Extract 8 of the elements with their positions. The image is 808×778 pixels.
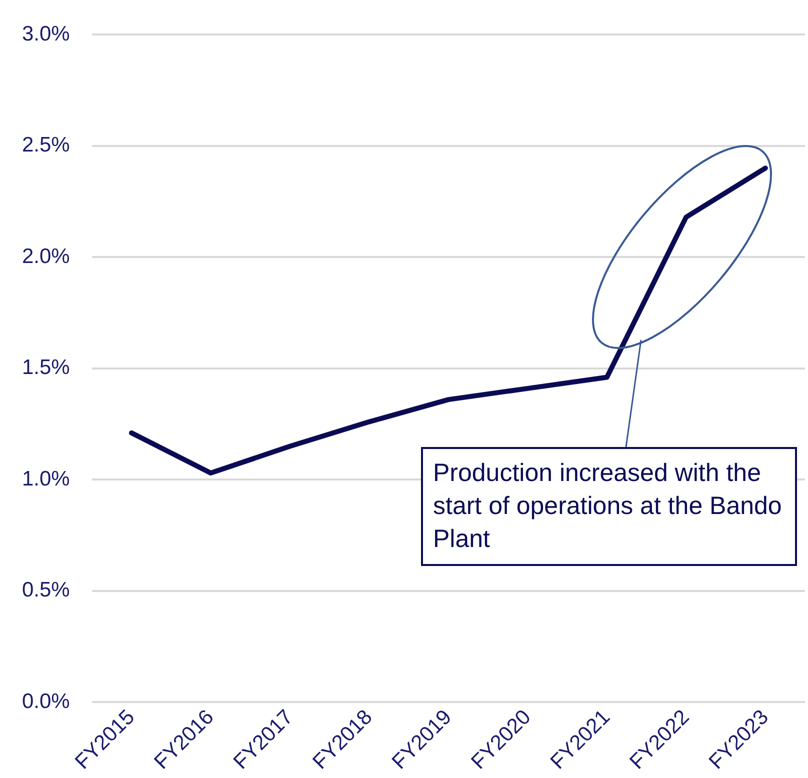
y-tick-label: 0.5% [22, 578, 70, 602]
y-tick-label: 0.0% [22, 690, 70, 713]
annotation: Production increased with the start of operations at the Bando Plant [421, 447, 797, 566]
y-tick-label: 1.0% [22, 467, 70, 490]
y-tick-label: 2.0% [22, 244, 70, 268]
y-tick-label: 2.5% [22, 134, 70, 157]
y-tick-label: 1.5% [22, 356, 70, 380]
y-tick-label: 3.0% [22, 22, 70, 46]
